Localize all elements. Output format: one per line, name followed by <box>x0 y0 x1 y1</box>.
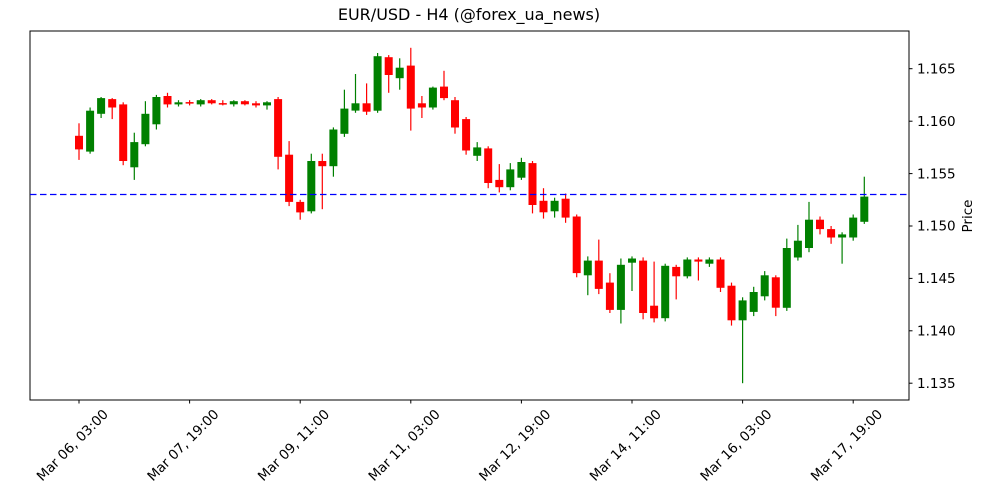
x-tick-label: Mar 06, 03:00 <box>34 407 112 485</box>
x-tick-label: Mar 17, 19:00 <box>808 407 886 485</box>
candle-body <box>539 200 548 213</box>
x-tick-label: Mar 09, 11:00 <box>255 407 333 485</box>
x-axis-ticks: Mar 06, 03:00 Mar 07, 19:00 Mar 09, 11:00 M… <box>34 400 886 485</box>
y-axis-ticks: 1.165 1.160 1.155 1.150 1.145 1.140 1.135 <box>909 61 956 392</box>
candle-body <box>296 201 305 213</box>
candle-body <box>340 108 349 134</box>
candle-body <box>141 113 150 145</box>
candle-body <box>528 163 537 205</box>
candle-body <box>86 110 95 152</box>
candle-body <box>495 179 504 188</box>
candle-body <box>484 148 493 183</box>
candle-body <box>119 104 128 161</box>
candle-body <box>395 67 404 79</box>
candle-body <box>506 169 515 188</box>
candle-body <box>451 100 459 128</box>
candle-body <box>816 219 824 230</box>
candle-body <box>517 162 526 178</box>
candle-body <box>274 99 283 157</box>
candle-body <box>329 129 338 167</box>
candle-body <box>440 86 448 99</box>
x-tick-label: Mar 12, 19:00 <box>476 407 554 485</box>
plot-area-border <box>29 30 910 401</box>
candle-body <box>185 102 194 104</box>
y-tick-label: 1.155 <box>917 166 956 182</box>
candle-body <box>716 259 725 288</box>
candle-body <box>384 57 393 75</box>
candle-body <box>738 300 747 321</box>
candle-body <box>318 161 327 167</box>
candle-body <box>639 260 648 313</box>
candle-body <box>207 100 216 104</box>
candle-body <box>307 161 316 212</box>
candle-body <box>694 259 703 262</box>
y-tick-label: 1.135 <box>917 376 956 392</box>
candle-body <box>362 103 371 112</box>
candle-body <box>240 101 249 105</box>
candle-body <box>860 196 869 222</box>
x-tick-label: Mar 07, 19:00 <box>144 407 222 485</box>
candle-body <box>285 154 294 202</box>
y-tick-label: 1.150 <box>917 219 956 235</box>
candle-body <box>594 260 603 289</box>
x-tick-label: Mar 14, 11:00 <box>587 407 665 485</box>
y-tick-label: 1.165 <box>917 61 956 77</box>
y-tick-label: 1.140 <box>917 324 956 340</box>
candle-body <box>672 266 681 277</box>
candle-body <box>661 265 670 319</box>
candle-body <box>771 277 780 308</box>
candles-group <box>75 47 869 384</box>
candle-body <box>351 103 360 111</box>
candle-body <box>196 100 205 105</box>
candle-body <box>550 200 559 212</box>
candle-body <box>838 234 847 238</box>
x-tick-label: Mar 11, 03:00 <box>366 407 444 485</box>
candle-body <box>760 275 769 297</box>
candle-body <box>683 259 692 277</box>
candle-body <box>462 119 471 151</box>
candle-body <box>75 135 83 150</box>
candle-body <box>782 248 791 308</box>
candle-body <box>572 216 581 274</box>
candle-body <box>428 87 437 108</box>
candle-body <box>108 99 117 108</box>
candle-body <box>130 142 139 168</box>
chart-title: EUR/USD - H4 (@forex_ua_news) <box>338 5 600 25</box>
candle-body <box>152 97 161 125</box>
candle-body <box>805 219 813 248</box>
candle-body <box>174 102 183 105</box>
candle-body <box>252 103 260 106</box>
candle-body <box>705 259 714 264</box>
candle-body <box>749 292 758 312</box>
candle-body <box>583 260 592 276</box>
candle-body <box>406 65 415 109</box>
candle-body <box>827 229 836 238</box>
candle-body <box>417 103 426 108</box>
candle-body <box>727 285 736 321</box>
candle-body <box>561 198 570 218</box>
y-tick-label: 1.160 <box>917 114 956 130</box>
candle-body <box>628 258 636 263</box>
candle-body <box>605 282 614 310</box>
candle-body <box>650 305 659 319</box>
candle-body <box>473 147 482 156</box>
x-tick-label: Mar 16, 03:00 <box>697 407 775 485</box>
candle-body <box>163 96 172 105</box>
candle-body <box>263 102 271 106</box>
y-tick-label: 1.145 <box>917 271 956 287</box>
candle-body <box>849 217 858 238</box>
candle-body <box>616 264 625 310</box>
candle-body <box>793 240 802 258</box>
candle-body <box>97 98 106 114</box>
y-axis-label: Price <box>960 200 976 233</box>
candle-body <box>229 101 238 105</box>
candle-body <box>218 103 227 105</box>
candle-body <box>373 56 382 111</box>
